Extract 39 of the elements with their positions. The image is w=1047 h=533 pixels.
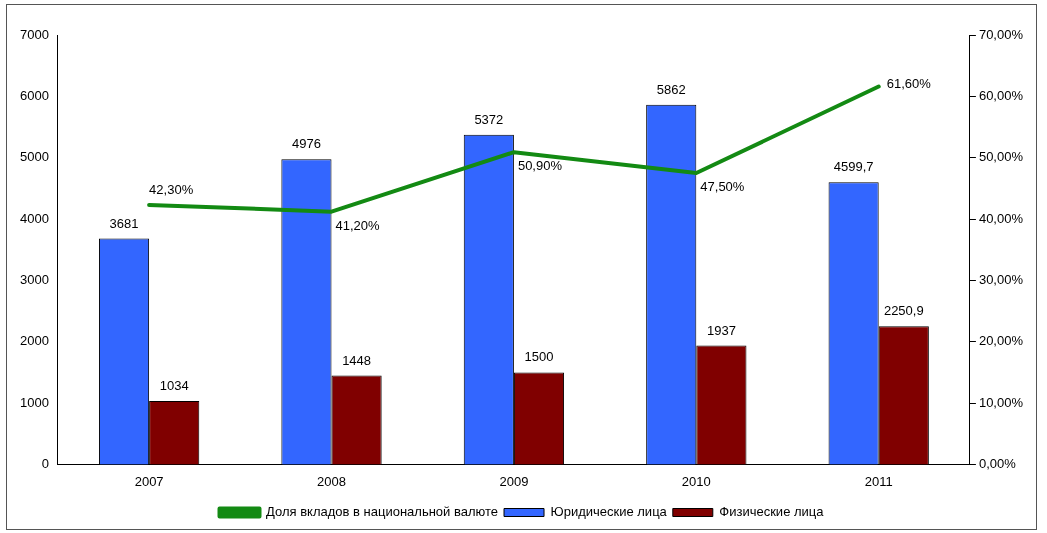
data-label: 4599,7: [833, 159, 874, 175]
x-tick-label: 2010: [681, 473, 711, 489]
data-label: 50,90%: [517, 158, 563, 174]
data-label: 4976: [291, 136, 321, 152]
y2-tick-label: 10,00%: [978, 394, 1024, 410]
y-tick-label: 5000: [20, 149, 49, 165]
y-tick-label: 0: [41, 455, 49, 471]
y2-tick-label: 50,00%: [978, 149, 1024, 165]
data-label: 1937: [706, 322, 736, 338]
y-tick-label: 6000: [20, 87, 49, 103]
data-label: 42,30%: [149, 182, 194, 197]
legend-label: Физические лица: [719, 504, 825, 520]
y-tick-label: 4000: [20, 210, 49, 226]
y2-tick-label: 60,00%: [978, 87, 1024, 103]
y2-tick-label: 20,00%: [978, 333, 1024, 349]
y2-tick-label: 70,00%: [978, 26, 1024, 42]
data-label: 5372: [474, 111, 504, 127]
y-tick-label: 2000: [20, 333, 49, 349]
x-tick-label: 2008: [317, 473, 346, 489]
data-label: 1034: [159, 378, 189, 394]
legend-label: Доля вкладов в национальной валюте: [266, 504, 499, 520]
data-label: 5862: [656, 81, 686, 97]
data-label: 1500: [524, 349, 554, 365]
x-tick-label: 2007: [134, 473, 164, 489]
data-label: 2250,9: [883, 303, 924, 319]
x-tick-label: 2011: [864, 473, 893, 489]
y2-tick-label: 0,00%: [978, 455, 1017, 471]
data-label: 61,60%: [886, 76, 932, 92]
data-label: 41,20%: [335, 217, 381, 233]
x-tick-label: 2009: [499, 473, 529, 489]
y2-tick-label: 40,00%: [978, 210, 1024, 226]
data-label: 1448: [342, 352, 372, 368]
y2-tick-label: 30,00%: [978, 271, 1024, 287]
data-label: 3681: [109, 215, 139, 231]
data-label: 47,50%: [700, 179, 745, 195]
y-tick-label: 1000: [20, 394, 49, 410]
y-tick-label: 7000: [20, 26, 49, 42]
legend-label: Юридические лица: [550, 504, 668, 520]
y-tick-label: 3000: [20, 271, 49, 287]
